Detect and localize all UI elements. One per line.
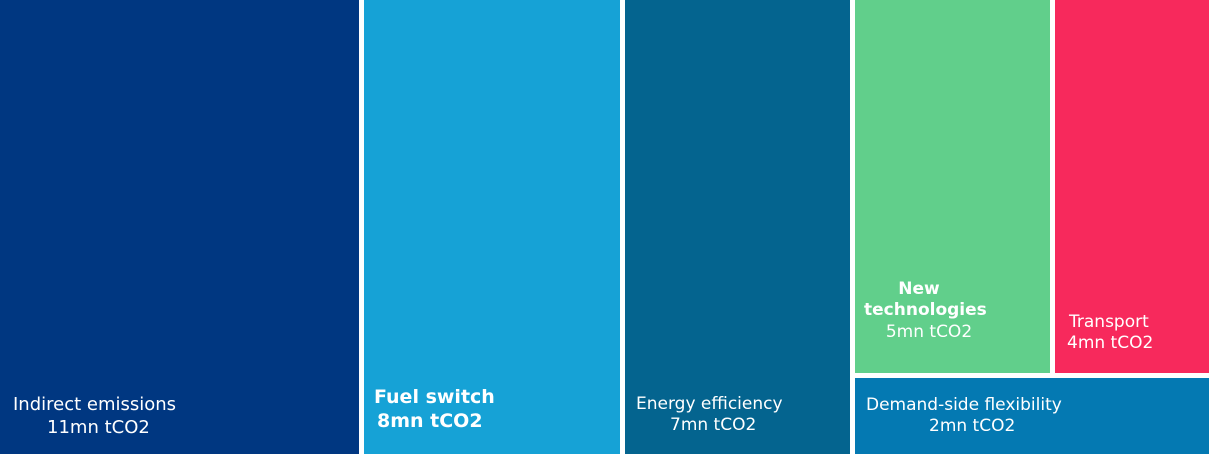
tile-label: Energy efficiency: [636, 394, 783, 414]
tile-text-fuel-switch: Fuel switch 8mn tCO2: [374, 386, 495, 434]
tile-fuel-switch: Fuel switch 8mn tCO2: [364, 0, 620, 454]
tile-text-transport: Transport 4mn tCO2: [1067, 312, 1153, 355]
tile-label: New technologies: [864, 279, 987, 321]
tile-transport: Transport 4mn tCO2: [1055, 0, 1209, 373]
tile-value: 5mn tCO2: [885, 321, 973, 342]
tile-label: Fuel switch: [374, 386, 495, 408]
tile-text-energy-efficiency: Energy efficiency 7mn tCO2: [636, 394, 783, 437]
tile-energy-efficiency: Energy efficiency 7mn tCO2: [625, 0, 850, 454]
tile-value: 11mn tCO2: [47, 416, 150, 438]
tile-value: 4mn tCO2: [1067, 333, 1154, 354]
tile-demand-side-flexibility: Demand-side flexibility 2mn tCO2: [855, 378, 1209, 454]
tile-indirect-emissions: Indirect emissions 11mn tCO2: [0, 0, 359, 454]
tile-text-demand-side-flexibility: Demand-side flexibility 2mn tCO2: [866, 395, 1062, 438]
tile-label: Indirect emissions: [13, 394, 177, 415]
tile-label: Transport: [1069, 312, 1149, 332]
tile-text-new-technologies: New technologies 5mn tCO2: [864, 279, 987, 343]
tile-value: 2mn tCO2: [929, 416, 1016, 437]
tile-label: Demand-side flexibility: [866, 395, 1062, 415]
tile-value: 8mn tCO2: [377, 409, 483, 432]
tile-new-technologies: New technologies 5mn tCO2: [855, 0, 1050, 373]
tile-value: 7mn tCO2: [670, 415, 757, 436]
tile-text-indirect-emissions: Indirect emissions 11mn tCO2: [13, 394, 176, 439]
